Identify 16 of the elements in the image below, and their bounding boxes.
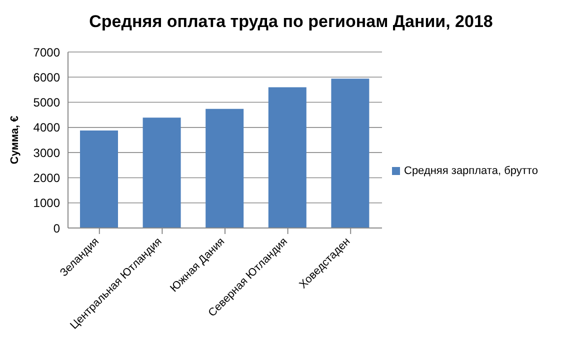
chart-title: Средняя оплата труда по регионам Дании, 2018 <box>88 12 494 32</box>
bar <box>331 78 370 228</box>
y-tick-label: 2000 <box>33 170 60 185</box>
y-tick-label: 3000 <box>33 146 60 160</box>
y-tick-label: 5000 <box>33 96 60 110</box>
y-tick-label: 6000 <box>33 70 60 84</box>
bar <box>80 130 118 228</box>
legend-label: Средняя зарплата, брутто <box>404 165 538 177</box>
y-tick-label: 0 <box>53 221 60 236</box>
bar <box>206 108 244 228</box>
bar <box>142 118 181 228</box>
y-tick-label: 7000 <box>33 45 60 60</box>
y-tick-label: 4000 <box>33 120 60 135</box>
bar <box>268 87 306 228</box>
y-tick-label: 1000 <box>33 196 60 210</box>
y-axis-title: Сумма, € <box>8 116 21 164</box>
